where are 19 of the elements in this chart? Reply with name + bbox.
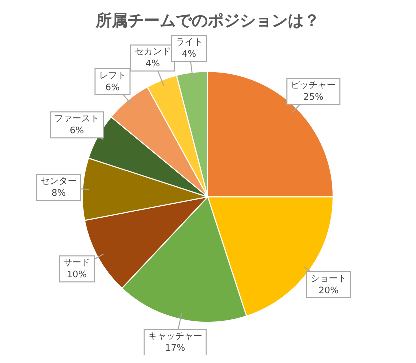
data-label: 6% xyxy=(70,126,85,136)
data-label: 10% xyxy=(67,270,88,280)
slice-label: ピッチャー xyxy=(291,80,336,91)
slice-label: ライト xyxy=(176,38,203,48)
data-label: 17% xyxy=(165,344,186,354)
data-label: 20% xyxy=(318,286,340,296)
slice-label: キャッチャー xyxy=(148,332,202,342)
data-label: 4% xyxy=(182,50,197,60)
slice-label: サード xyxy=(64,258,91,268)
slice-label: ショート xyxy=(310,274,347,284)
data-label: 25% xyxy=(304,92,324,103)
slice-label: ファースト xyxy=(54,114,100,124)
data-label: 6% xyxy=(106,83,120,94)
slice-label: セカンド xyxy=(135,48,171,58)
data-label: 4% xyxy=(146,60,161,70)
chart-title: 所属チームでのポジションは？ xyxy=(95,10,320,30)
data-label: 8% xyxy=(52,189,66,200)
slice-label: センター xyxy=(40,177,77,188)
slice-label: レフト xyxy=(99,71,126,82)
